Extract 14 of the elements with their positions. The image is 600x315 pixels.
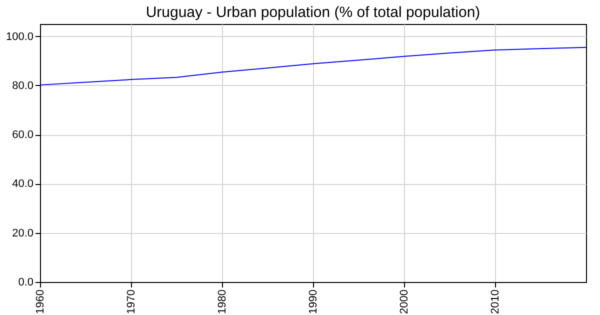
x-tick-label: 1980 — [216, 290, 228, 314]
x-tick-label: 1990 — [308, 290, 320, 314]
line-series — [40, 46, 586, 86]
y-tick-label: 0.0 — [18, 276, 34, 288]
y-tick-label: 20.0 — [12, 227, 34, 240]
x-tick-label: 1960 — [34, 290, 46, 314]
chart-title: Uruguay - Urban population (% of total population) — [146, 4, 480, 21]
x-tick-label: 2010 — [490, 290, 502, 314]
y-tick-label: 100.0 — [6, 30, 34, 43]
x-tick-label: 2000 — [398, 290, 410, 314]
x-tick-label: 1970 — [126, 290, 138, 314]
y-tick-label: 60.0 — [12, 129, 34, 142]
y-tick-label: 80.0 — [12, 80, 34, 92]
y-tick-label: 40.0 — [12, 178, 34, 190]
